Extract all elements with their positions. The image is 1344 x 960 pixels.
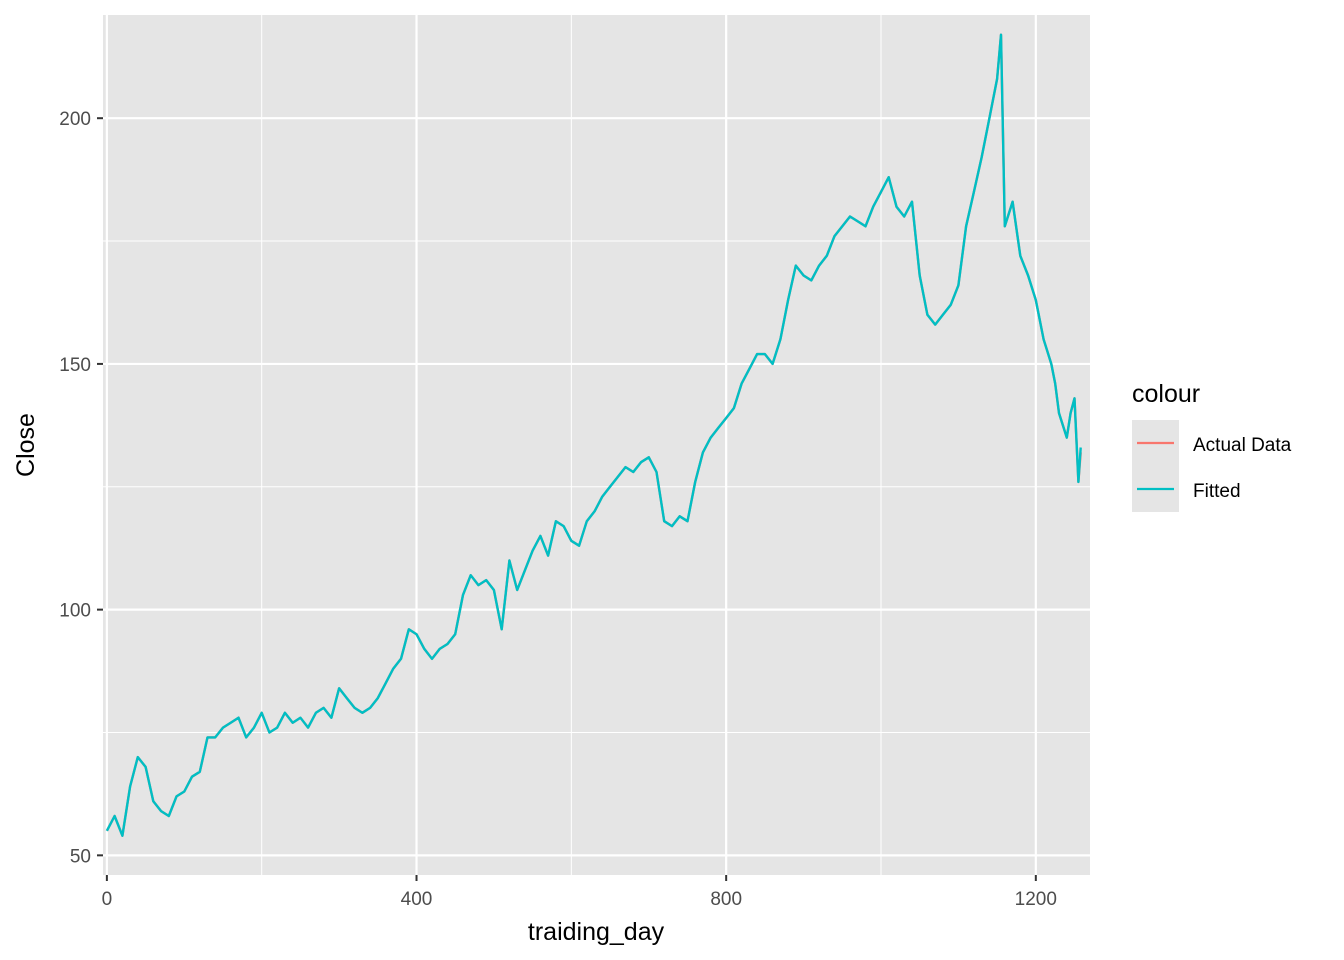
x-tick-label: 1200 — [1015, 889, 1057, 910]
y-tick-label: 100 — [59, 601, 91, 622]
minor-gridlines — [103, 15, 1090, 875]
x-tick-label: 400 — [401, 889, 433, 910]
legend-title: colour — [1132, 380, 1200, 408]
series-line-fitted — [105, 33, 1082, 837]
y-tick-label: 150 — [59, 355, 91, 376]
major-gridlines — [103, 15, 1090, 875]
series-layer — [105, 33, 1082, 837]
legend-label-actual: Actual Data — [1193, 435, 1292, 456]
y-axis-title: Close — [12, 413, 40, 477]
legend-label-fitted: Fitted — [1193, 481, 1241, 502]
plot-panel — [103, 15, 1090, 875]
x-axis: 0 400 800 1200 — [102, 875, 1057, 910]
x-axis-title: traiding_day — [528, 918, 665, 946]
legend: colour Actual Data Fitted — [1132, 380, 1292, 512]
y-tick-label: 200 — [59, 109, 91, 130]
y-axis: 50 100 150 200 — [59, 109, 103, 867]
x-tick-label: 0 — [102, 889, 113, 910]
x-tick-label: 800 — [710, 889, 742, 910]
y-tick-label: 50 — [70, 846, 91, 867]
